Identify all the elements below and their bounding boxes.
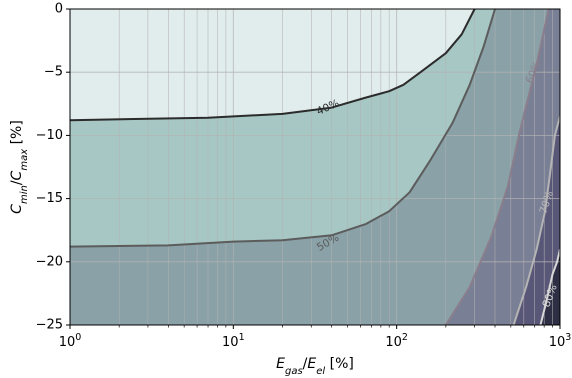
x-tick-label: 103 — [549, 332, 572, 350]
x-axis-ticks: 100 101 102 103 — [59, 325, 572, 350]
grid-lines — [70, 9, 560, 325]
y-tick-label: −15 — [36, 191, 63, 206]
contour-line-70 — [512, 116, 560, 325]
contour-line-40 — [70, 9, 476, 122]
plot-frame — [69, 8, 561, 326]
x-tick-label: 101 — [222, 332, 245, 350]
region-70-pct — [513, 116, 560, 325]
y-tick-label: −10 — [36, 128, 63, 143]
contour-line-80 — [539, 248, 560, 325]
contour-line-60 — [444, 9, 550, 325]
y-axis-ticks: 0 −5 −10 −15 −20 −25 — [36, 2, 70, 333]
contour-line-50 — [70, 9, 496, 248]
y-tick-label: 0 — [55, 2, 63, 17]
y-tick-label: −20 — [36, 254, 63, 269]
y-tick-label: −5 — [44, 65, 63, 80]
region-50-pct — [70, 9, 560, 325]
x-tick-label: 102 — [385, 332, 408, 350]
contour-fills — [70, 9, 560, 325]
x-tick-label: 100 — [59, 332, 82, 350]
contour-lines — [70, 9, 560, 325]
x-axis-label: Egas/Eel [%] — [276, 356, 354, 377]
y-tick-label: −25 — [36, 318, 63, 333]
y-axis-label: Cmin/Cmax [%] — [9, 120, 30, 214]
